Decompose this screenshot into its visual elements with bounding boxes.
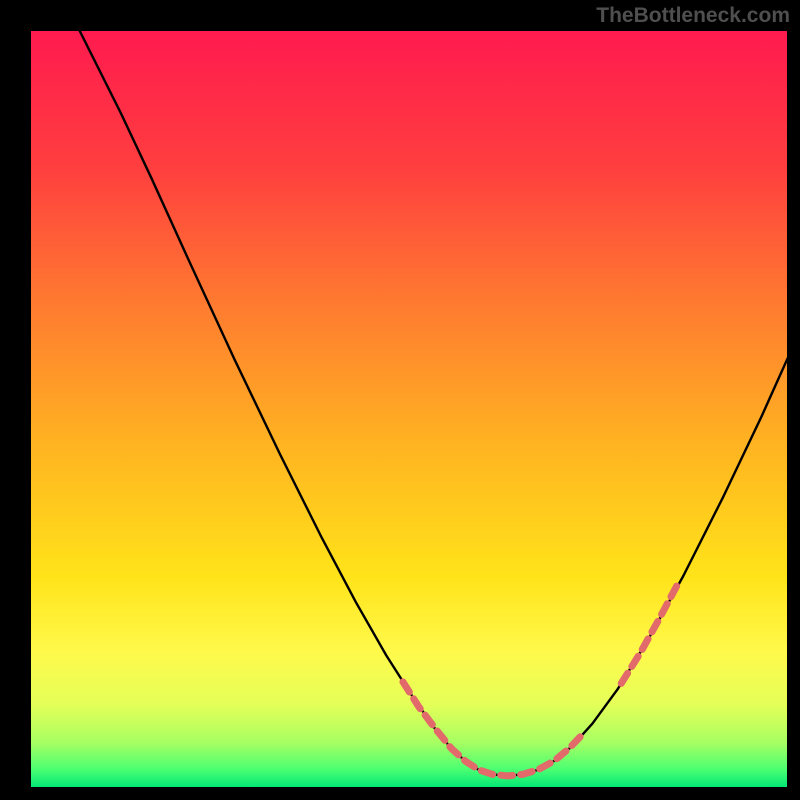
bottleneck-curve-chart (0, 0, 800, 800)
chart-gradient-bg (30, 30, 788, 788)
watermark-text: TheBottleneck.com (596, 4, 790, 28)
chart-container: TheBottleneck.com (0, 0, 800, 800)
